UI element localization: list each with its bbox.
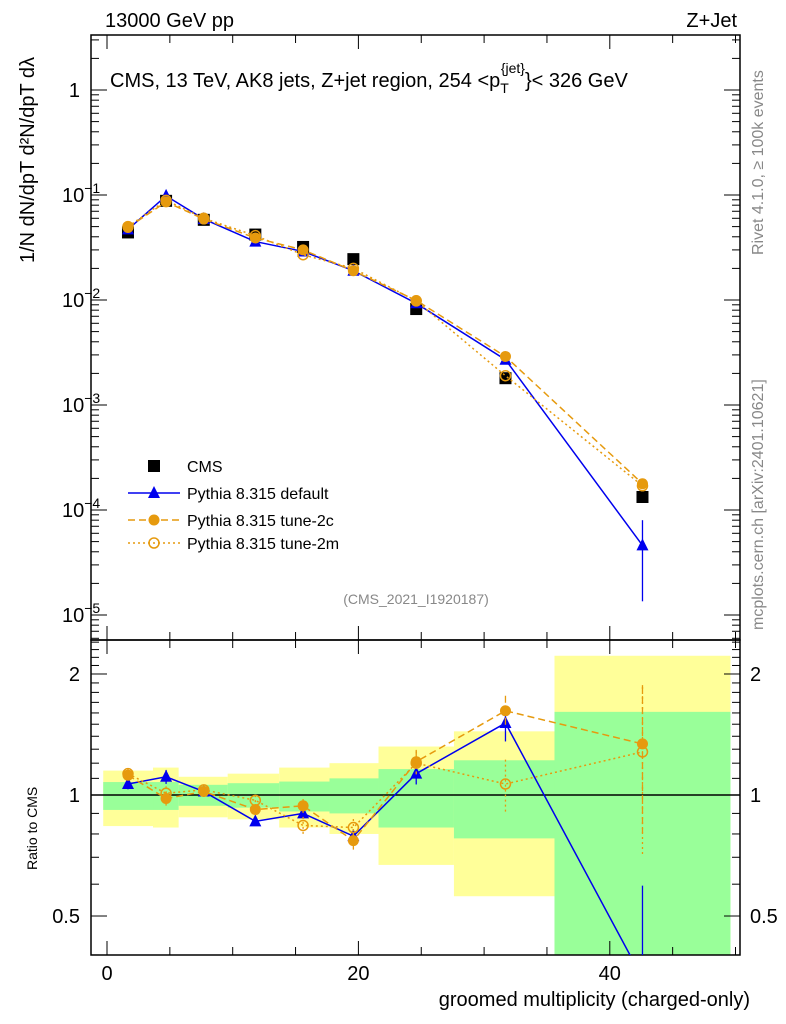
ratio-point-tune2m bbox=[297, 819, 309, 832]
mcplots-label: mcplots.cern.ch [arXiv:2401.10621] bbox=[750, 379, 767, 630]
axes: 0 20 40 1 10−1 10−2 10−3 10−4 10−5 0.5 0.5 1 1 2 2 bbox=[52, 34, 778, 985]
rivet-label: Rivet 4.1.0, ≥ 100k events bbox=[750, 70, 767, 255]
ratio-point-tune2m bbox=[499, 778, 512, 790]
ratio-frame bbox=[90, 639, 741, 956]
title-end: }< 326 GeV bbox=[525, 70, 629, 92]
y-tick-label: 10−2 bbox=[62, 285, 100, 312]
data-marks bbox=[121, 188, 649, 983]
ratio-y-tick-label-right: 0.5 bbox=[750, 906, 778, 928]
green-band bbox=[453, 760, 555, 839]
title-main: CMS, 13 TeV, AK8 jets, Z+jet region, 254… bbox=[110, 70, 500, 92]
legend-marker-tune2c bbox=[148, 514, 160, 526]
main-marks bbox=[121, 188, 649, 602]
data-point-tune2m bbox=[160, 194, 172, 207]
x-tick-label: 20 bbox=[347, 963, 369, 985]
ratio-point-default bbox=[160, 769, 173, 782]
data-point-tune2m bbox=[249, 229, 262, 242]
ratio-line-tune2c bbox=[127, 709, 643, 842]
data-point-tune2m bbox=[410, 295, 422, 307]
data-point-tune2c bbox=[347, 265, 359, 277]
data-point-tune2m bbox=[198, 212, 210, 225]
y-tick-label: 10−4 bbox=[62, 495, 100, 522]
ratio-marks bbox=[121, 685, 649, 983]
data-point-cms bbox=[636, 490, 649, 503]
ratio-y-tick-label-left: 0.5 bbox=[52, 906, 80, 928]
process-label: Z+Jet bbox=[686, 10, 737, 32]
ratio-point-tune2m bbox=[198, 784, 210, 796]
legend: CMS Pythia 8.315 default Pythia 8.315 tune… bbox=[128, 459, 339, 553]
y-tick-label: 1 bbox=[69, 80, 80, 102]
ratio-y-tick-label-right: 1 bbox=[750, 785, 761, 807]
ratio-point-tune2m bbox=[122, 767, 134, 780]
data-point-tune2c bbox=[499, 350, 511, 362]
ratio-point-tune2c bbox=[297, 800, 309, 812]
ratio-point-tune2m bbox=[249, 794, 262, 807]
y-tick-label: 10−1 bbox=[62, 180, 100, 207]
data-point-tune2m bbox=[636, 480, 649, 492]
ratio-y-tick-label-left: 2 bbox=[69, 664, 80, 686]
data-point-tune2m bbox=[297, 248, 309, 261]
ratio-y-label: Ratio to CMS bbox=[24, 787, 40, 870]
y-tick-label: 10−3 bbox=[62, 390, 100, 417]
ratio-point-tune2m bbox=[636, 746, 649, 758]
energy-label: 13000 GeV pp bbox=[105, 10, 234, 32]
x-axis-label: groomed multiplicity (charged-only) bbox=[439, 989, 750, 1011]
legend-label-cms: CMS bbox=[187, 459, 223, 476]
legend-marker-cms bbox=[148, 460, 160, 472]
ratio-point-default bbox=[121, 777, 134, 790]
plot-title: CMS, 13 TeV, AK8 jets, Z+jet region, 254… bbox=[110, 60, 628, 96]
y-axis-label: 1/N dN/dpT d²N/dpT dλ bbox=[17, 57, 39, 263]
ratio-y-tick-label-right: 2 bbox=[750, 664, 761, 686]
x-tick-label: 0 bbox=[101, 963, 112, 985]
data-point-cms bbox=[347, 253, 360, 266]
ratio-point-tune2m bbox=[160, 787, 172, 800]
y-tick-label: 10−5 bbox=[62, 600, 100, 627]
legend-marker-tune2m bbox=[148, 537, 160, 549]
ratio-point-tune2c bbox=[249, 804, 261, 816]
ratio-point-default bbox=[636, 971, 648, 983]
data-point-default bbox=[636, 538, 649, 551]
data-point-tune2m bbox=[347, 262, 360, 275]
green-band bbox=[329, 778, 379, 814]
analysis-id: (CMS_2021_I1920187) bbox=[343, 591, 489, 607]
legend-label-tune2c: Pythia 8.315 tune-2c bbox=[187, 513, 334, 530]
legend-label-tune2m: Pythia 8.315 tune-2m bbox=[187, 536, 339, 553]
legend-marker-default bbox=[148, 486, 160, 498]
data-point-cms bbox=[499, 372, 512, 385]
ratio-point-default bbox=[249, 814, 262, 827]
legend-label-default: Pythia 8.315 default bbox=[187, 486, 329, 503]
title-sup: {jet} bbox=[501, 60, 525, 76]
data-point-tune2m bbox=[499, 369, 512, 382]
ratio-point-tune2m bbox=[410, 757, 422, 769]
data-point-tune2m bbox=[122, 220, 134, 233]
ratio-bands bbox=[91, 655, 740, 955]
series-line-tune2m bbox=[127, 199, 643, 487]
ratio-y-tick-label-left: 1 bbox=[69, 785, 80, 807]
x-tick-label: 40 bbox=[599, 963, 621, 985]
ratio-line-tune2m bbox=[127, 751, 643, 829]
title-sub: T bbox=[500, 80, 509, 96]
ratio-point-tune2c bbox=[499, 705, 511, 717]
ratio-point-tune2c bbox=[347, 835, 359, 847]
ratio-point-tune2m bbox=[347, 821, 360, 834]
